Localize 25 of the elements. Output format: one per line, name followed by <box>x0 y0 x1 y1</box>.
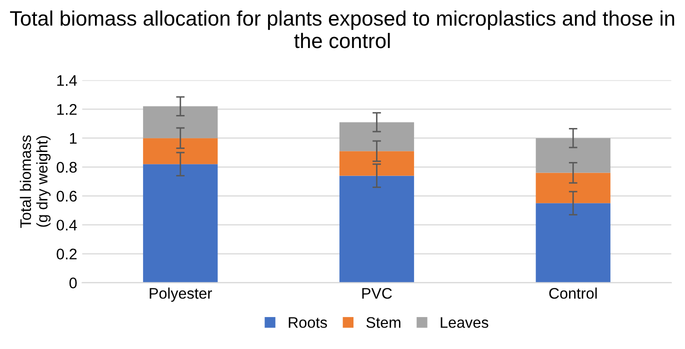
bar <box>143 106 218 138</box>
bar <box>536 172 610 204</box>
bar <box>143 138 218 164</box>
chart-title: Total biomass allocation for plants exposed to microplastics and those in the control <box>10 10 674 48</box>
y-tick-label: 1.2 <box>57 104 77 115</box>
y-tick-label: 1.4 <box>57 75 77 86</box>
x-tick-label: PVC <box>362 288 392 299</box>
legend-label: Stem <box>366 317 400 328</box>
y-tick-label: 1 <box>70 133 77 144</box>
bar <box>339 176 414 283</box>
y-axis-title: Total biomass (g dry weight) <box>20 135 51 228</box>
legend-label: Roots <box>288 317 327 328</box>
y-tick-label: 0 <box>69 278 77 288</box>
y-tick-label: 0.8 <box>56 162 77 173</box>
bar <box>339 122 414 152</box>
bar <box>143 164 218 283</box>
bar <box>339 151 414 176</box>
x-tick-label: Control <box>549 288 597 299</box>
y-tick-label: 0.4 <box>56 220 77 231</box>
y-tick-label: 0.6 <box>56 190 77 202</box>
legend-label: Leaves <box>440 317 488 328</box>
x-tick-label: Polyester <box>150 288 212 302</box>
bar <box>536 138 610 173</box>
bar <box>536 203 610 283</box>
y-tick-label: 0.2 <box>56 248 77 260</box>
